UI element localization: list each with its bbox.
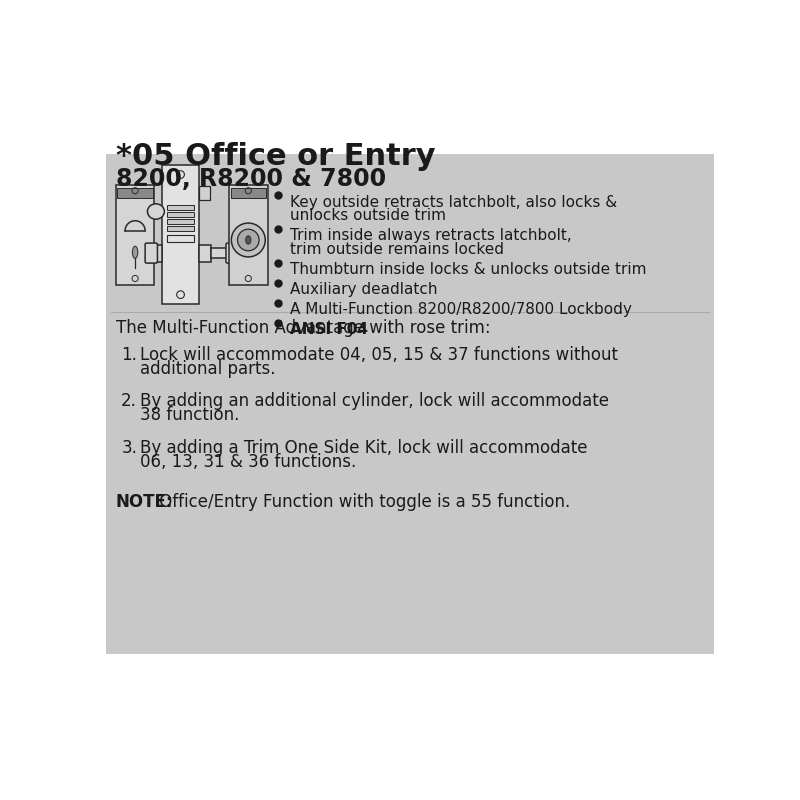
Bar (162, 166, 199, 304)
Ellipse shape (246, 236, 251, 244)
Bar (166, 219, 194, 224)
Text: The Multi-Function Advantage with rose trim:: The Multi-Function Advantage with rose t… (116, 319, 490, 338)
Text: unlocks outside trim: unlocks outside trim (290, 209, 446, 223)
FancyBboxPatch shape (145, 243, 158, 263)
Bar (150, 245, 162, 262)
Text: 3.: 3. (122, 438, 137, 457)
Text: A Multi-Function 8200/R8200/7800 Lockbody: A Multi-Function 8200/R8200/7800 Lockbod… (290, 302, 632, 318)
Text: 8200, R8200 & 7800: 8200, R8200 & 7800 (116, 167, 386, 191)
Text: 2.: 2. (122, 393, 137, 410)
Text: By adding a Trim One Side Kit, lock will accommodate: By adding a Trim One Side Kit, lock will… (141, 438, 588, 457)
Text: additional parts.: additional parts. (141, 360, 276, 378)
Text: 38 function.: 38 function. (141, 406, 240, 424)
Ellipse shape (133, 246, 138, 258)
Text: Thumbturn inside locks & unlocks outside trim: Thumbturn inside locks & unlocks outside… (290, 262, 646, 278)
Bar (150, 248, 154, 258)
Text: By adding an additional cylinder, lock will accommodate: By adding an additional cylinder, lock w… (141, 393, 610, 410)
Text: Key outside retracts latchbolt, also locks &: Key outside retracts latchbolt, also loc… (290, 194, 617, 210)
Bar (118, 188, 153, 198)
Bar (199, 245, 211, 262)
Text: ANSI F04: ANSI F04 (290, 322, 368, 338)
Text: trim outside remains locked: trim outside remains locked (290, 242, 504, 258)
Bar (166, 212, 194, 217)
Bar (211, 248, 229, 258)
Text: NOTE:: NOTE: (116, 493, 174, 510)
Text: Auxiliary deadlatch: Auxiliary deadlatch (290, 282, 438, 298)
Text: 06, 13, 31 & 36 functions.: 06, 13, 31 & 36 functions. (141, 453, 357, 470)
Ellipse shape (147, 204, 164, 219)
Bar (166, 234, 194, 242)
Text: *05 Office or Entry: *05 Office or Entry (116, 142, 435, 171)
Text: Lock will accommodate 04, 05, 15 & 37 functions without: Lock will accommodate 04, 05, 15 & 37 fu… (141, 346, 618, 364)
Text: Office/Entry Function with toggle is a 55 function.: Office/Entry Function with toggle is a 5… (154, 493, 570, 510)
Bar (106, 154, 714, 654)
Bar (229, 185, 267, 285)
Bar (166, 206, 194, 210)
Circle shape (238, 230, 259, 250)
Text: Trim inside always retracts latchbolt,: Trim inside always retracts latchbolt, (290, 229, 572, 243)
Bar (116, 185, 154, 285)
FancyBboxPatch shape (199, 186, 210, 200)
Bar (230, 188, 266, 198)
Bar (166, 226, 194, 230)
Text: 1.: 1. (122, 346, 137, 364)
FancyBboxPatch shape (226, 243, 238, 263)
Circle shape (231, 223, 266, 257)
